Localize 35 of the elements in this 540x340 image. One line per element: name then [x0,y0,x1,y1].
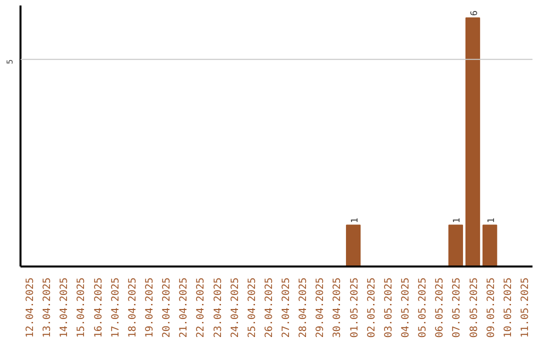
x-tick-label: 10.05.2025 [502,277,514,338]
x-tick-label: 13.04.2025 [42,277,54,338]
data-label: 1 [350,218,360,224]
x-tick-label: 17.04.2025 [110,277,122,338]
ref-line-label: 5 [6,59,14,64]
data-label: 6 [470,10,480,16]
x-tick-label: 27.04.2025 [281,277,292,338]
x-tick-label: 15.04.2025 [76,277,88,338]
x-tick-label: 28.04.2025 [298,277,310,338]
data-label: 1 [486,218,497,224]
x-tick-label: 23.04.2025 [212,277,224,338]
x-tick-label: 04.05.2025 [400,277,412,338]
x-tick-label: 03.05.2025 [383,277,394,338]
x-tick-label: 20.04.2025 [162,277,173,338]
x-tick-label: 14.04.2025 [59,277,70,338]
x-tick-label: 19.04.2025 [144,277,156,338]
x-tick-label: 24.04.2025 [230,277,241,338]
x-tick-label: 18.04.2025 [127,277,138,338]
x-tick-label: 12.04.2025 [25,277,36,338]
x-tick-label: 08.05.2025 [468,277,480,338]
x-tick-label: 21.04.2025 [178,277,190,338]
data-label: 1 [452,218,463,224]
x-tick-label: 25.04.2025 [246,277,258,338]
x-tick-label: 05.05.2025 [418,277,429,338]
x-tick-label: 02.05.2025 [366,277,378,338]
x-tick-label: 11.05.2025 [520,277,531,338]
x-tick-label: 01.05.2025 [349,277,360,338]
x-tick-label: 09.05.2025 [486,277,497,338]
x-tick-label: 16.04.2025 [93,277,104,338]
x-tick-label: 22.04.2025 [196,277,207,338]
x-tick-label: 07.05.2025 [452,277,463,338]
x-tick-label: 30.04.2025 [332,277,344,338]
x-tick-label: 06.05.2025 [434,277,446,338]
x-tick-label: 29.04.2025 [315,277,326,338]
x-tick-label: 26.04.2025 [264,277,275,338]
